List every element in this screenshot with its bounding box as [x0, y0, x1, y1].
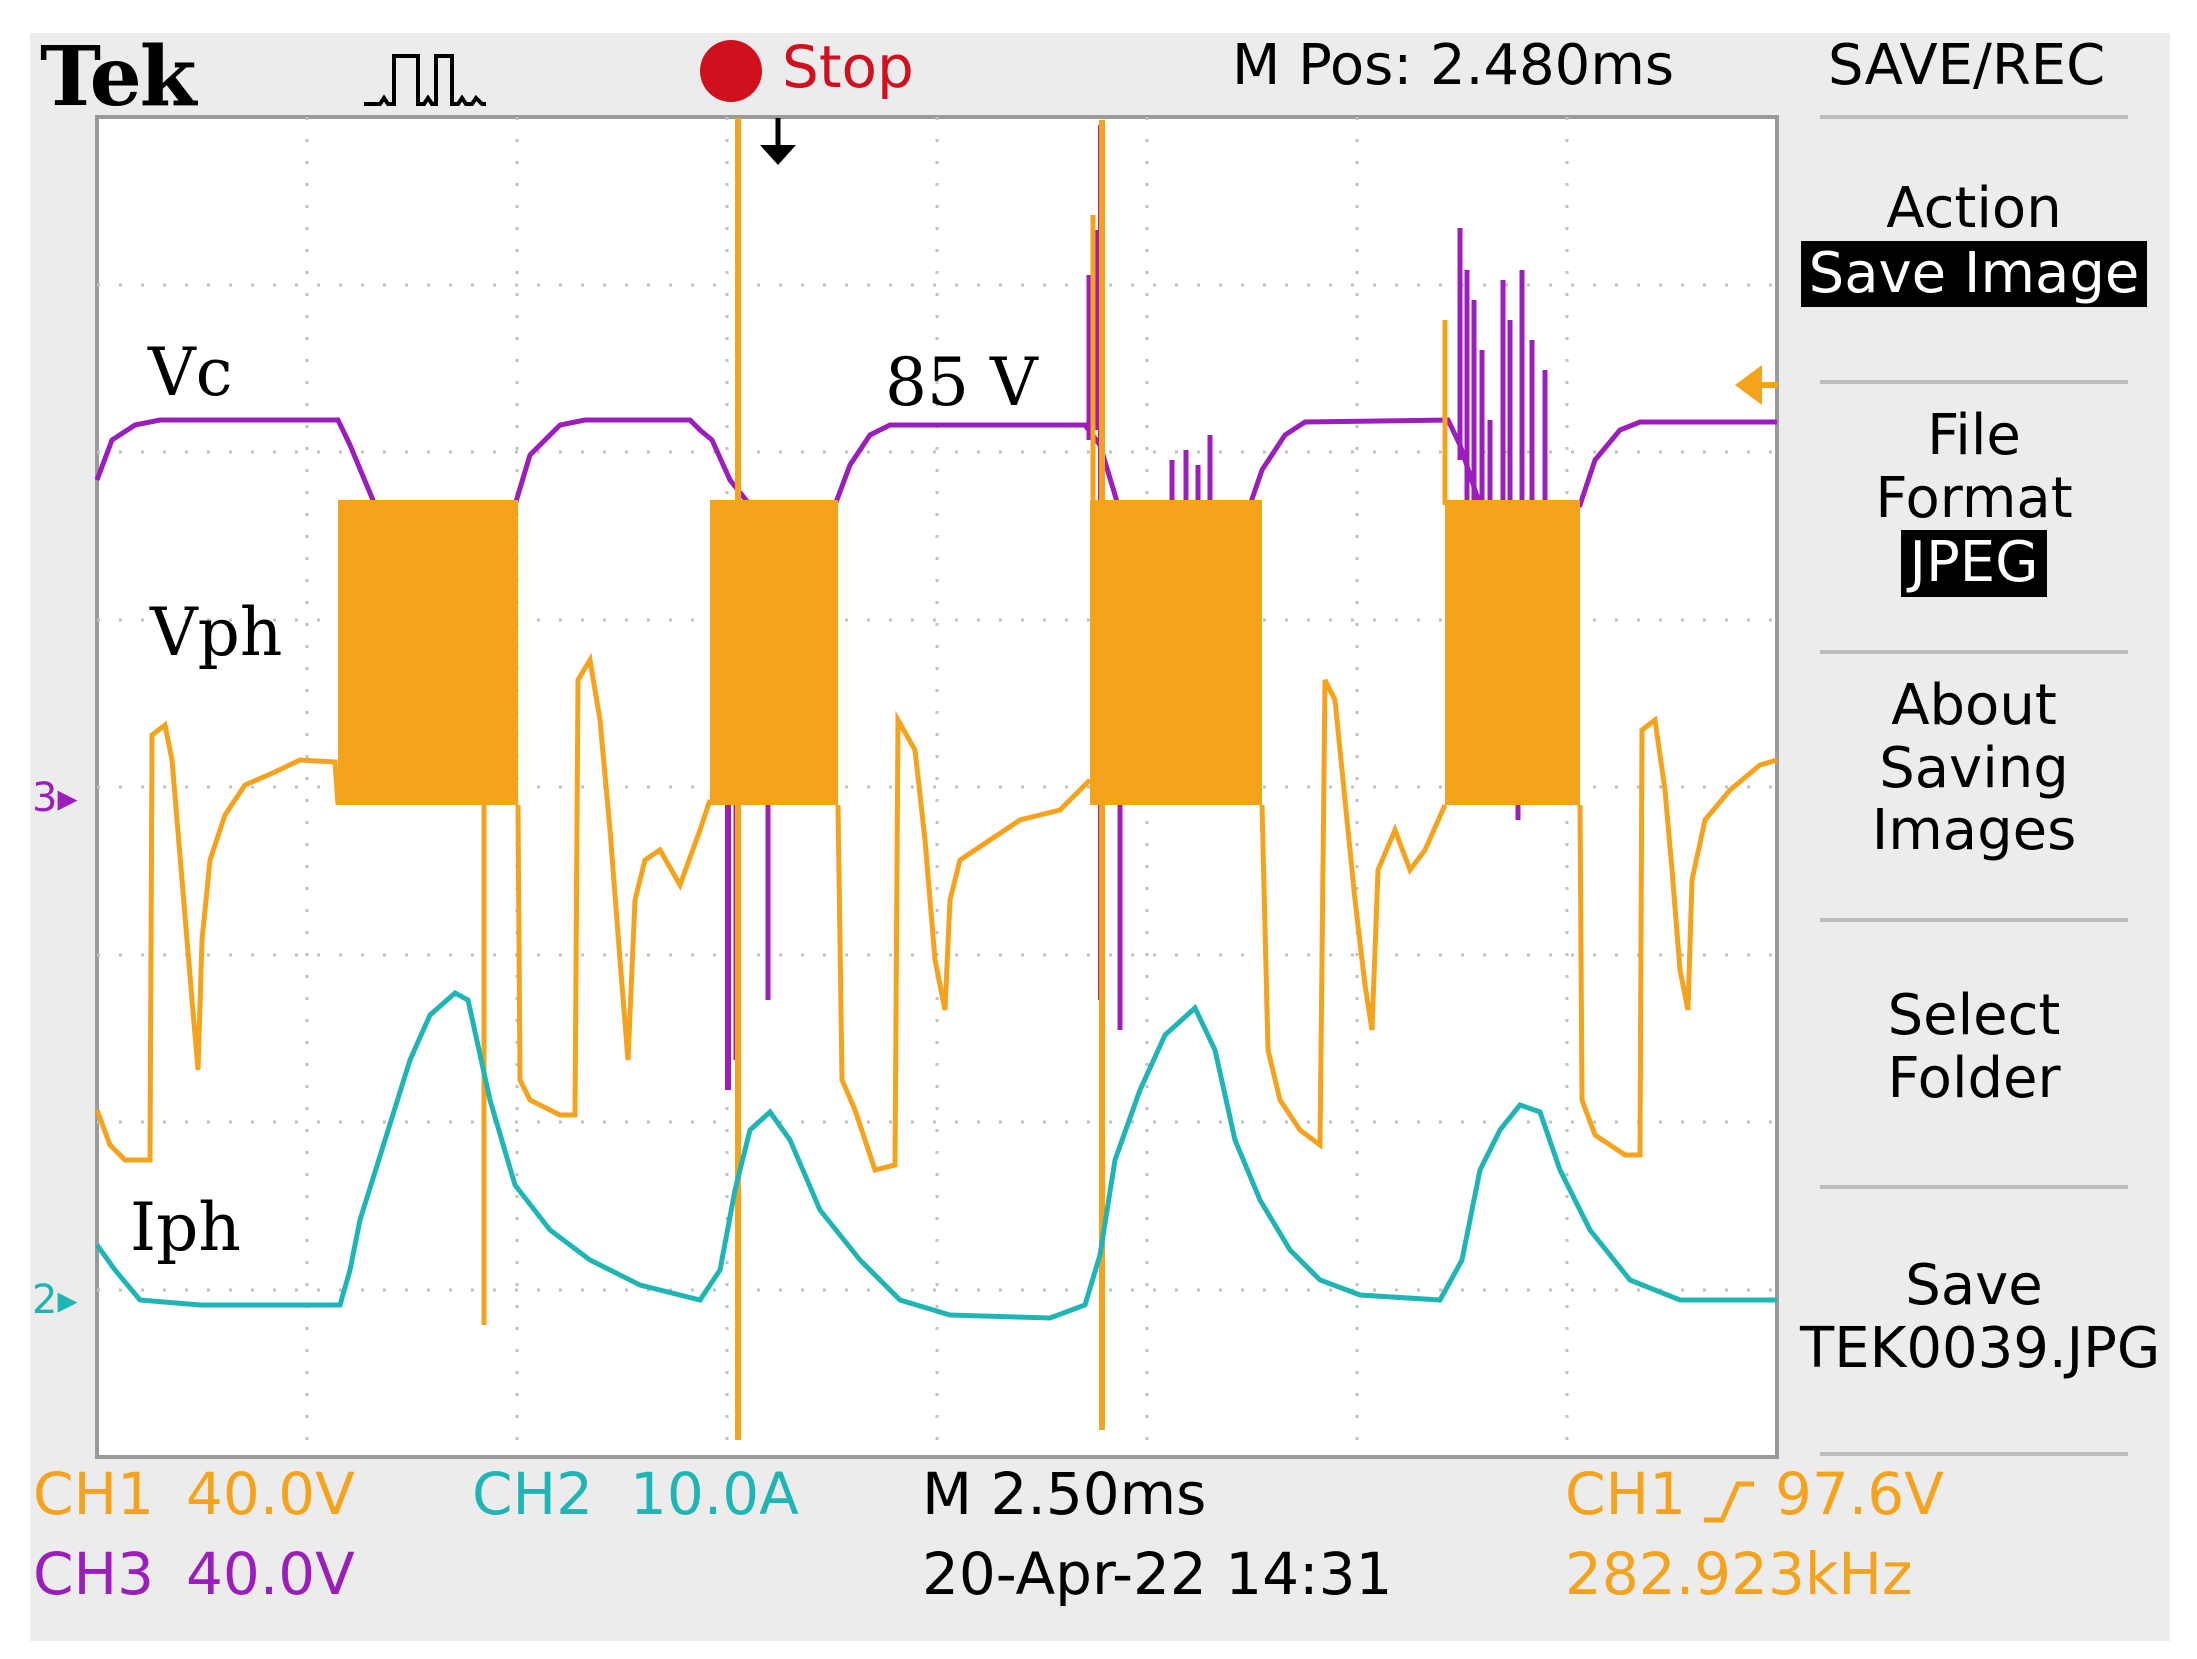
datetime: 20-Apr-22 14:31	[922, 1540, 1393, 1608]
vph-label: Vph	[150, 594, 283, 671]
menu-separator	[1820, 1452, 2128, 1456]
ch2-scale: 10.0A	[630, 1460, 799, 1528]
save-file-button[interactable]: Save TEK0039.JPG	[1800, 1253, 2161, 1381]
stop-indicator-icon	[700, 40, 762, 102]
file-format-label: File Format	[1875, 403, 2073, 531]
action-menu-button[interactable]: Action Save Image	[1800, 176, 2148, 308]
save-filename: TEK0039.JPG	[1800, 1315, 2161, 1381]
file-format-menu-button[interactable]: File Format JPEG	[1800, 403, 2148, 598]
menu-title: SAVE/REC	[1828, 33, 2106, 98]
action-value: Save Image	[1800, 240, 2148, 308]
about-saving-images-button[interactable]: About Saving Images	[1800, 673, 2148, 864]
voltage-level-label: 85 V	[885, 344, 1038, 421]
ch1-name: CH1	[33, 1460, 155, 1528]
ch2-iph-trace	[94, 989, 1777, 1321]
vc-label: Vc	[148, 334, 233, 411]
menu-separator	[1820, 650, 2128, 654]
trigger-source: CH1	[1565, 1460, 1687, 1528]
ch2-marker: 2	[32, 1277, 58, 1323]
tek-logo: Tek	[40, 29, 197, 125]
ch2-name: CH2	[472, 1460, 594, 1528]
file-format-value: JPEG	[1901, 530, 2047, 598]
ch3-marker-arrow-icon: ▸	[57, 775, 78, 821]
ch2-marker-arrow-icon: ▸	[57, 1277, 78, 1323]
ch3-scale: 40.0V	[186, 1540, 355, 1608]
menu-separator	[1820, 380, 2128, 384]
trigger-level-icon	[1735, 365, 1778, 405]
trigger-level: 97.6V	[1775, 1460, 1944, 1528]
save-label: Save	[1905, 1253, 2043, 1318]
trigger-frequency: 282.923kHz	[1565, 1540, 1913, 1608]
about-label: About Saving Images	[1871, 673, 2077, 864]
menu-separator	[1820, 918, 2128, 922]
select-folder-button[interactable]: Select Folder	[1800, 983, 2148, 1111]
acquisition-icon	[364, 54, 486, 106]
horizontal-position: M Pos: 2.480ms	[1232, 33, 1675, 98]
action-label: Action	[1886, 176, 2062, 241]
menu-separator	[1820, 1185, 2128, 1189]
iph-label: Iph	[130, 1189, 241, 1266]
trigger-position-icon	[760, 118, 796, 165]
acquisition-state: Stop	[782, 33, 914, 101]
ch1-scale: 40.0V	[186, 1460, 355, 1528]
timebase: M 2.50ms	[922, 1460, 1207, 1528]
menu-separator	[1820, 115, 2128, 119]
ch1-vph-trace	[94, 118, 1778, 1440]
select-folder-label: Select Folder	[1887, 983, 2061, 1111]
rising-edge-icon	[1704, 1481, 1754, 1523]
ch3-marker: 3	[32, 775, 58, 821]
ch3-name: CH3	[33, 1540, 155, 1608]
